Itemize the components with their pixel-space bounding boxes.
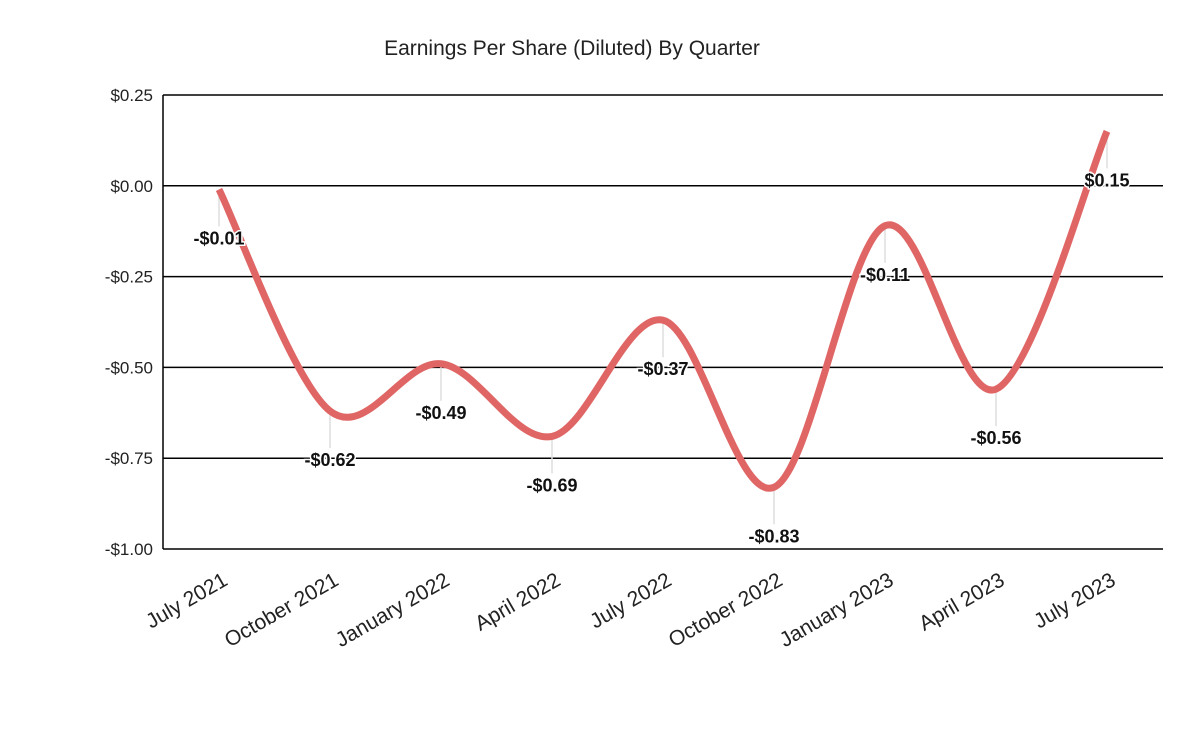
data-label: -$0.83 <box>748 526 799 546</box>
y-tick-label: -$1.00 <box>105 540 153 559</box>
data-label: $0.15 <box>1084 170 1129 190</box>
y-tick-label: -$0.25 <box>105 268 153 287</box>
data-label: -$0.49 <box>415 403 466 423</box>
data-label: -$0.56 <box>970 428 1021 448</box>
data-label: -$0.69 <box>526 475 577 495</box>
data-label: -$0.62 <box>304 450 355 470</box>
chart-title: Earnings Per Share (Diluted) By Quarter <box>384 37 760 60</box>
data-label: -$0.01 <box>193 228 244 248</box>
y-tick-label: $0.00 <box>110 177 153 196</box>
x-tick-label: January 2022 <box>332 568 454 652</box>
x-tick-label: October 2022 <box>665 568 787 652</box>
data-labels: -$0.01 -$0.62 -$0.49 -$0.69 -$0.37 -$0.83 -$0.… <box>192 169 1131 548</box>
x-tick-label: April 2022 <box>471 568 564 635</box>
x-tick-label: October 2021 <box>221 568 343 652</box>
x-tick-label: July 2023 <box>1030 568 1119 633</box>
eps-series-line <box>215 129 1111 492</box>
x-tick-label: April 2023 <box>915 568 1008 635</box>
x-tick-label: January 2023 <box>776 568 898 652</box>
y-tick-label: $0.25 <box>110 86 153 105</box>
data-label: -$0.37 <box>637 359 688 379</box>
x-tick-label: July 2021 <box>142 568 231 633</box>
label-leader-lines <box>218 131 1108 525</box>
data-label: -$0.11 <box>860 265 910 285</box>
y-tick-label: -$0.75 <box>105 449 153 468</box>
x-tick-label: July 2022 <box>586 568 675 633</box>
gridlines <box>162 94 1163 550</box>
y-tick-label: -$0.50 <box>105 358 153 377</box>
y-axis-ticks: $0.25 $0.00 -$0.25 -$0.50 -$0.75 -$1.00 <box>105 86 153 559</box>
